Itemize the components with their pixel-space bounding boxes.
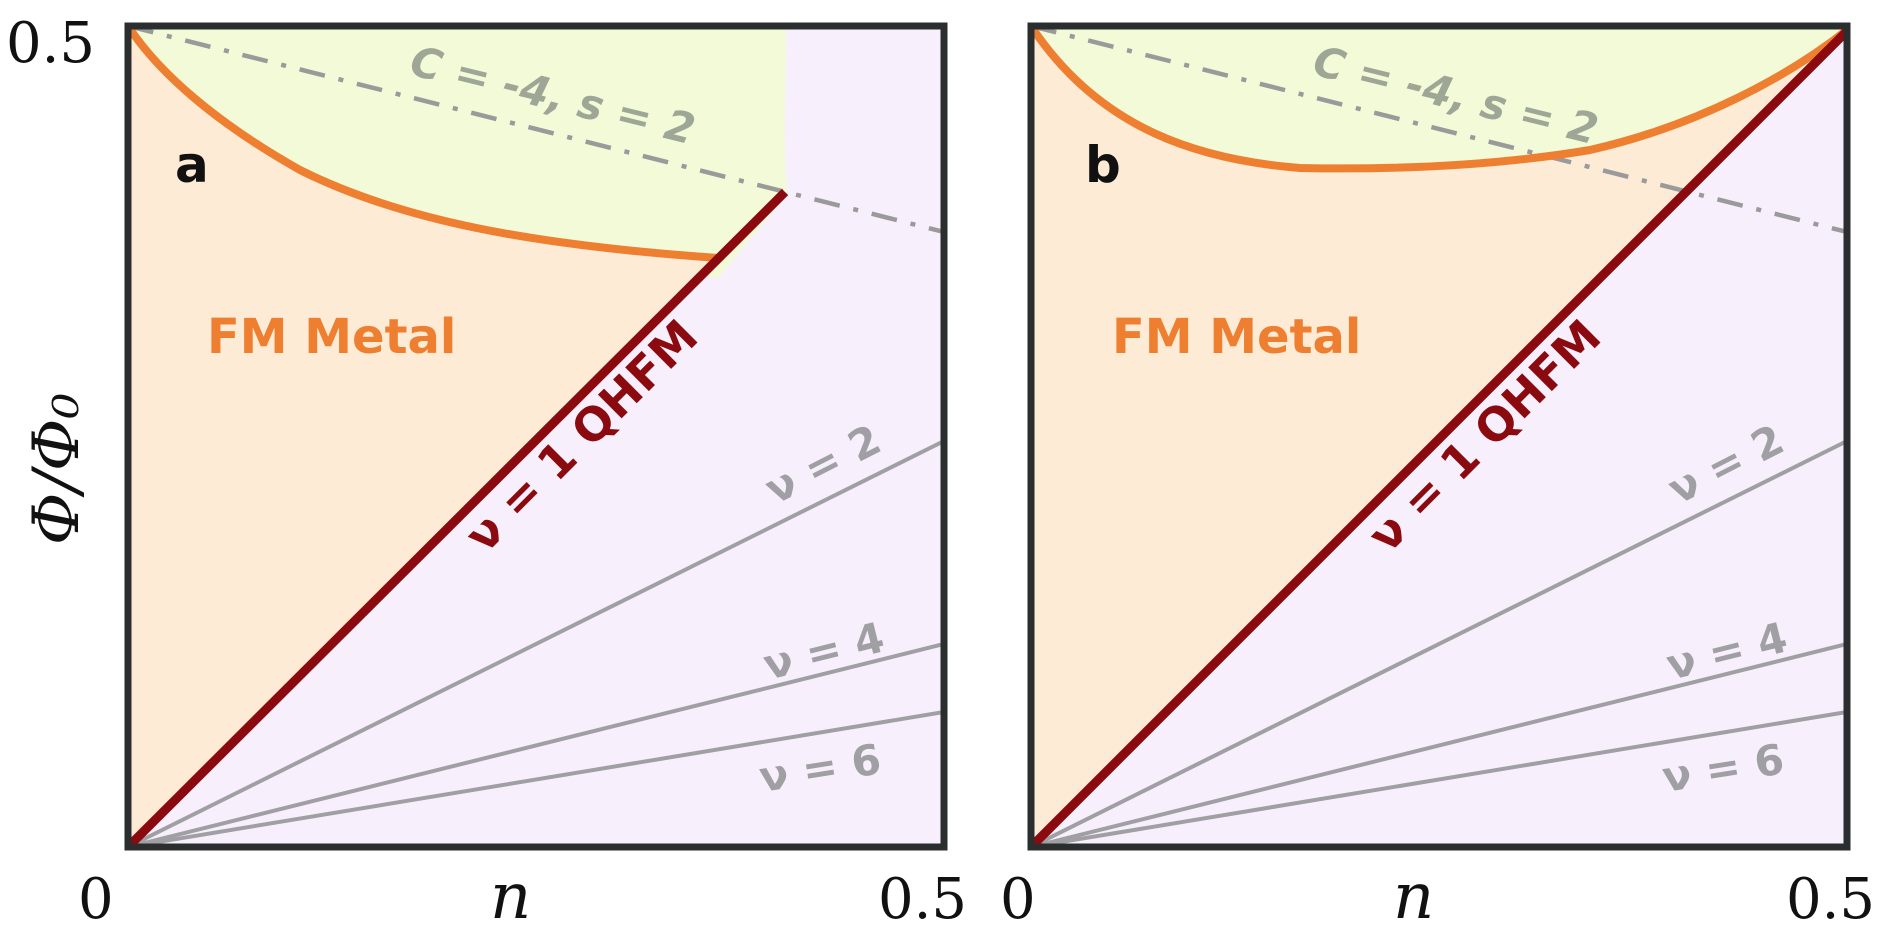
panel-letter-a: a <box>175 136 209 194</box>
panel-letter-b: b <box>1085 136 1121 194</box>
panel-b: b FM Metal ν = 1 QHFM ν = 2 ν = 4 ν = 6 … <box>1027 22 1851 851</box>
x-tick-left-b: 0 <box>1000 867 1036 932</box>
fm-metal-label-a: FM Metal <box>207 309 456 365</box>
frame-b <box>1027 22 1851 851</box>
x-tick-right-b: 0.5 <box>1786 867 1875 932</box>
frame-a <box>124 22 948 851</box>
x-tick-right-a: 0.5 <box>878 867 967 932</box>
x-axis-label-a: n <box>490 860 531 934</box>
qhfm-line-b <box>1031 27 1847 847</box>
y-tick-top: 0.5 <box>6 11 95 76</box>
fm-boundary-b <box>1031 26 1847 173</box>
nu2-line-a <box>128 439 944 847</box>
fm-region-a <box>128 26 718 847</box>
chern-line-b <box>1031 26 1847 235</box>
fm-metal-label-b: FM Metal <box>1112 309 1361 365</box>
x-tick-left-a: 0 <box>78 867 114 932</box>
nu6-line-b <box>1031 710 1847 847</box>
chern-region-a <box>128 26 787 278</box>
x-axis-label-b: n <box>1393 860 1434 934</box>
fm-boundary-a <box>128 26 719 262</box>
panel-a: a FM Metal ν = 1 QHFM ν = 2 ν = 4 ν = 6 … <box>124 22 948 851</box>
nu4-line-b <box>1031 642 1847 847</box>
nu4-line-a <box>128 642 944 847</box>
y-axis-label: Φ/Φ₀ <box>20 393 94 545</box>
nu6-line-a <box>128 710 944 847</box>
chern-line-a <box>128 26 944 235</box>
qhfm-line-a <box>128 188 789 847</box>
nu2-line-b <box>1031 439 1847 847</box>
